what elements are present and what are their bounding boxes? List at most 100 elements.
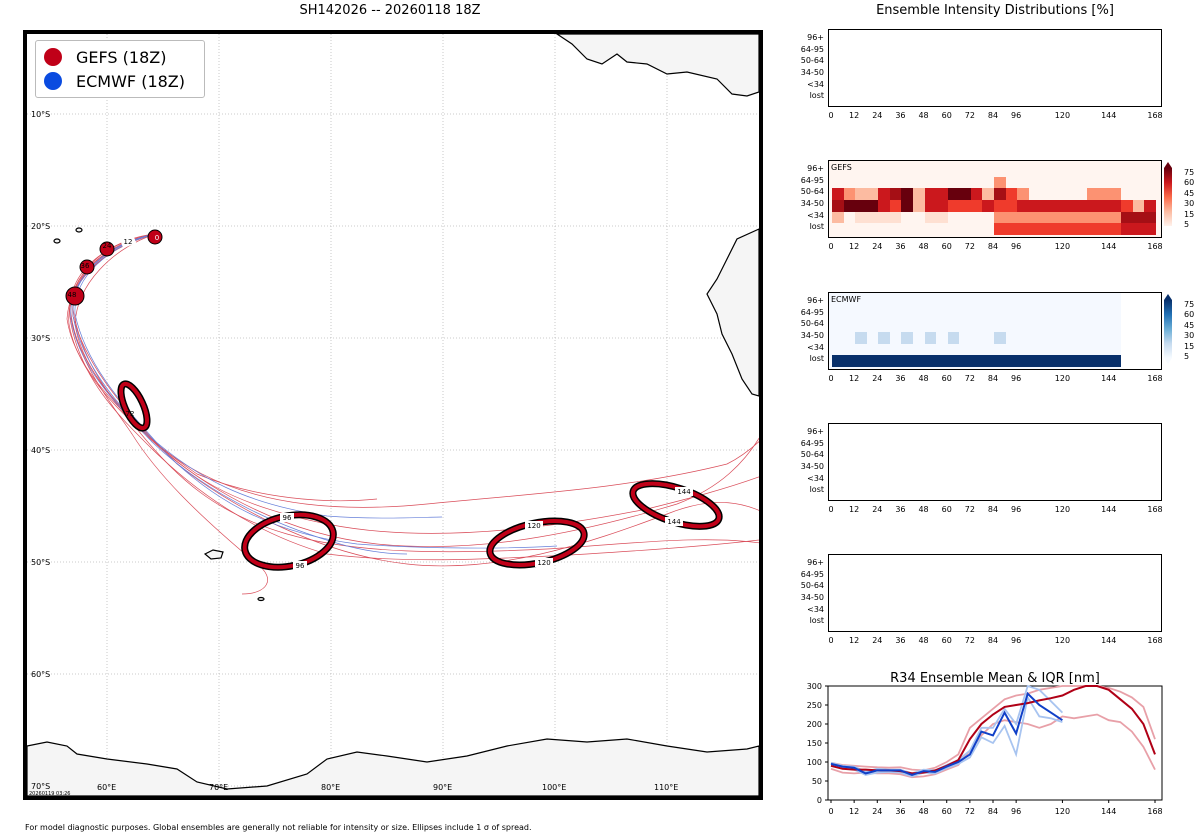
r34-y-tick-label: 250 xyxy=(807,701,822,710)
r34-x-tick-label: 168 xyxy=(1147,807,1162,816)
x-tick-label: 48 xyxy=(918,636,929,645)
x-tick-label: 0 xyxy=(828,242,834,251)
x-tick-label: 24 xyxy=(872,374,883,383)
x-tick-label: 24 xyxy=(872,505,883,514)
y-tick-label: lost xyxy=(809,222,824,232)
intensity-panel xyxy=(828,423,1162,501)
x-tick-label: 36 xyxy=(895,111,906,120)
intensity-panel: ECMWF xyxy=(828,292,1162,370)
map-legend: GEFS (18Z) ECMWF (18Z) xyxy=(35,40,205,98)
gefs-colorbar-foot xyxy=(1164,226,1172,232)
colorbar-tick-label: 60 xyxy=(1184,310,1195,319)
marker-36h: 36 xyxy=(79,259,95,275)
ecmwf-colorbar-tip xyxy=(1164,294,1172,300)
ecmwf-track xyxy=(72,233,443,519)
heat-cell xyxy=(855,211,879,224)
heat-cell xyxy=(913,188,925,200)
heat-cell xyxy=(1144,200,1156,212)
ecmwf-dot-icon xyxy=(44,72,62,90)
lon-label: 110°E xyxy=(654,783,679,792)
x-tick-label: 144 xyxy=(1101,636,1117,645)
x-tick-label: 120 xyxy=(1054,111,1071,120)
gefs-track xyxy=(72,233,759,553)
graticule xyxy=(27,34,759,796)
x-tick-label: 96 xyxy=(1011,505,1022,514)
x-tick-label: 144 xyxy=(1101,111,1117,120)
gefs-track xyxy=(69,233,759,561)
colorbar-tick-label: 30 xyxy=(1184,199,1195,208)
panel-model-label: GEFS xyxy=(831,163,852,172)
y-tick-label: lost xyxy=(809,485,824,495)
x-tick-label: 120 xyxy=(1054,505,1071,514)
heat-cell xyxy=(1086,188,1122,200)
y-tick-label: <34 xyxy=(807,79,824,89)
y-tick-label: 64-95 xyxy=(800,307,824,317)
y-tick-label: <34 xyxy=(807,604,824,614)
x-tick-label: 24 xyxy=(872,111,883,120)
legend-gefs: GEFS (18Z) xyxy=(44,45,196,69)
x-tick-label: 12 xyxy=(849,242,860,251)
marker-72h: 72 xyxy=(126,410,135,418)
gefs-colorbar xyxy=(1164,168,1172,226)
heat-cell xyxy=(832,355,1122,367)
heat-cell xyxy=(947,200,971,212)
heat-cell xyxy=(1132,200,1145,212)
marker-120h-b: 120 xyxy=(535,558,553,567)
x-tick-label: 120 xyxy=(1054,374,1071,383)
ecmwf-colorbar xyxy=(1164,300,1172,358)
x-tick-label: 48 xyxy=(918,505,929,514)
r34-x-tick-label: 84 xyxy=(988,807,998,816)
antarctica-coast xyxy=(27,738,759,796)
heat-cell xyxy=(994,211,1018,224)
heat-cell xyxy=(843,200,879,212)
y-tick-label: 50-64 xyxy=(800,187,824,197)
marker-96h-b: 96 xyxy=(293,561,307,570)
heat-cell xyxy=(994,332,1006,344)
lat-label: 10°S xyxy=(31,110,51,119)
y-tick-label: 64-95 xyxy=(800,44,824,54)
heat-cell xyxy=(994,176,1006,189)
heat-cell xyxy=(843,188,856,200)
r34-x-tick-label: 24 xyxy=(872,807,882,816)
r34-x-tick-label: 120 xyxy=(1055,807,1070,816)
y-tick-label: <34 xyxy=(807,473,824,483)
hour-markers: 0 12 24 36 48 72 96 96 120 120 144 144 xyxy=(65,229,693,570)
lat-label: 60°S xyxy=(31,670,51,679)
colorbar-tick-label: 15 xyxy=(1184,341,1195,351)
footer-note: For model diagnostic purposes. Global en… xyxy=(25,823,532,832)
colorbar-tick-label: 60 xyxy=(1184,178,1195,187)
heat-cell xyxy=(994,200,1018,212)
x-tick-label: 60 xyxy=(941,242,952,251)
marker-label: 12 xyxy=(124,238,133,246)
x-tick-label: 96 xyxy=(1011,636,1022,645)
y-tick-label: lost xyxy=(809,354,824,364)
marker-12h: 12 xyxy=(120,234,137,249)
heat-cell xyxy=(924,188,948,200)
colorbar-tick-label: 5 xyxy=(1184,352,1190,361)
islet xyxy=(257,596,265,602)
r34-title: R34 Ensemble Mean & IQR [nm] xyxy=(890,671,1100,686)
marker-label: 120 xyxy=(537,559,550,567)
r34-x-tick-label: 36 xyxy=(895,807,905,816)
x-tick-label: 36 xyxy=(895,505,906,514)
colorbar-tick-label: 15 xyxy=(1184,209,1195,219)
r34-y-tick-label: 50 xyxy=(812,777,822,786)
x-tick-label: 84 xyxy=(987,242,999,251)
x-tick-label: 60 xyxy=(941,505,952,514)
marker-120h-a: 120 xyxy=(525,521,543,530)
map-timestamp: 20260119 03:26 xyxy=(29,791,71,797)
gefs-track xyxy=(72,233,759,508)
heat-cell xyxy=(832,200,844,212)
marker-96h-a: 96 xyxy=(280,513,294,522)
y-tick-label: 50-64 xyxy=(800,450,824,460)
r34-y-tick-label: 300 xyxy=(807,682,822,691)
x-tick-label: 0 xyxy=(828,111,834,120)
r34-plot-area xyxy=(827,685,1163,801)
intensity-title: Ensemble Intensity Distributions [%] xyxy=(876,3,1114,18)
x-tick-label: 168 xyxy=(1147,505,1163,514)
lon-label: 70°E xyxy=(209,783,229,792)
intensity-panel: GEFS xyxy=(828,160,1162,238)
y-tick-label: 50-64 xyxy=(800,581,824,591)
legend-gefs-label: GEFS (18Z) xyxy=(76,47,167,67)
heat-cell xyxy=(901,188,913,200)
